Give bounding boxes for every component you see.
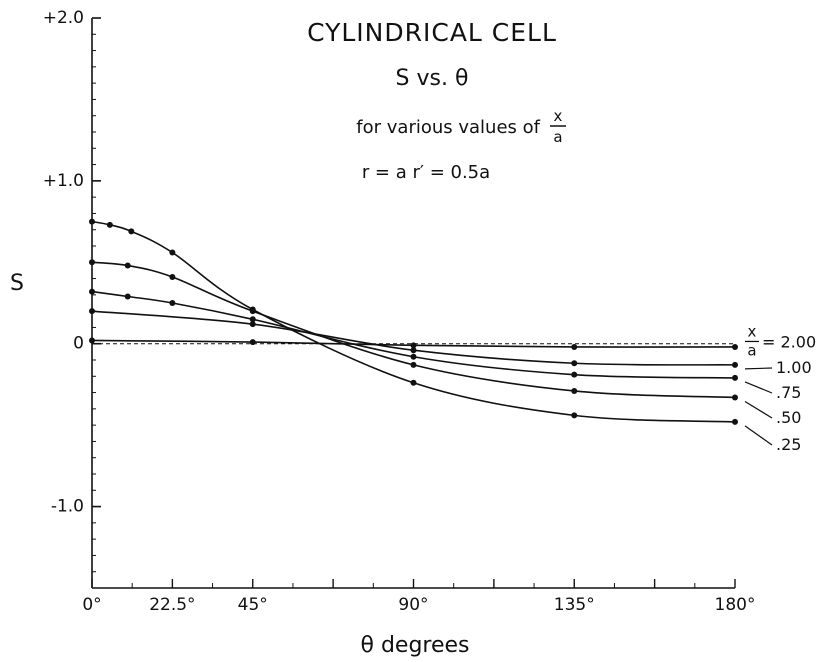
series-label: .25 (776, 435, 801, 454)
chart-subtitle-line3: r = a r′ = 0.5a (362, 162, 490, 183)
data-point (571, 343, 578, 350)
data-point (249, 321, 256, 328)
subtitle-fraction-denominator: a (553, 128, 562, 146)
data-point (89, 288, 95, 295)
series-label: 1.00 (776, 358, 812, 377)
data-point (732, 374, 738, 381)
data-point (249, 306, 256, 313)
x-tick-label: 0° (82, 595, 101, 615)
data-point (89, 259, 95, 266)
data-point (571, 371, 578, 378)
x-tick-label: 180° (715, 595, 756, 615)
y-axis-label: S (10, 271, 24, 296)
x-tick-label: 135° (554, 595, 595, 615)
data-point (128, 228, 135, 235)
data-point (124, 293, 131, 300)
x-axis-label: θ degrees (360, 633, 469, 658)
series-label-group: xa = 2.00 1.00 .75 .50 .25 (744, 322, 816, 454)
data-point (571, 387, 578, 394)
data-point (89, 308, 95, 315)
data-point (732, 394, 738, 401)
chart-title: CYLINDRICAL CELL (307, 18, 557, 47)
series-group (89, 218, 738, 425)
series-label: = 2.00 (762, 332, 816, 351)
series-leader-line (744, 381, 773, 394)
chart-subtitle-line2: for various values of (356, 117, 540, 138)
data-point (124, 262, 131, 269)
series-label: .75 (776, 383, 801, 402)
legend-fraction-numerator: x (748, 322, 757, 340)
data-point (732, 418, 738, 425)
series-line (91, 261, 736, 399)
y-tick-label: +1.0 (43, 171, 84, 191)
data-point (106, 221, 113, 228)
series-leader-line (744, 400, 773, 419)
data-point (89, 218, 95, 225)
x-tick-label: 45° (238, 595, 268, 615)
y-tick-label: -1.0 (51, 497, 84, 517)
y-tick-label: 0 (73, 334, 84, 354)
data-point (410, 342, 417, 349)
data-point (571, 360, 578, 367)
chart-subtitle: S vs. θ (396, 66, 469, 91)
x-tick-label: 22.5° (149, 595, 195, 615)
data-point (410, 353, 417, 360)
series-leader-line (744, 367, 773, 370)
data-point (169, 249, 176, 256)
data-point (571, 412, 578, 419)
data-point (410, 379, 417, 386)
legend-fraction-denominator: a (747, 341, 756, 359)
data-point (732, 343, 738, 350)
data-point (89, 337, 95, 344)
data-point (169, 273, 176, 280)
y-tick-label: +2.0 (43, 8, 84, 28)
data-point (732, 361, 738, 368)
data-point (169, 300, 176, 306)
series-leader-line (744, 425, 773, 446)
x-tick-label: 90° (398, 595, 428, 615)
data-point (410, 347, 417, 354)
subtitle-fraction-numerator: x (554, 107, 563, 125)
data-point (249, 316, 256, 323)
series-label: .50 (776, 408, 801, 427)
series-line (91, 220, 736, 423)
data-point (410, 361, 417, 368)
data-point (249, 339, 256, 346)
axes: +2.0 +1.0 0 -1.0 0° 22.5° 45° 90° 135° 180° (43, 8, 756, 615)
